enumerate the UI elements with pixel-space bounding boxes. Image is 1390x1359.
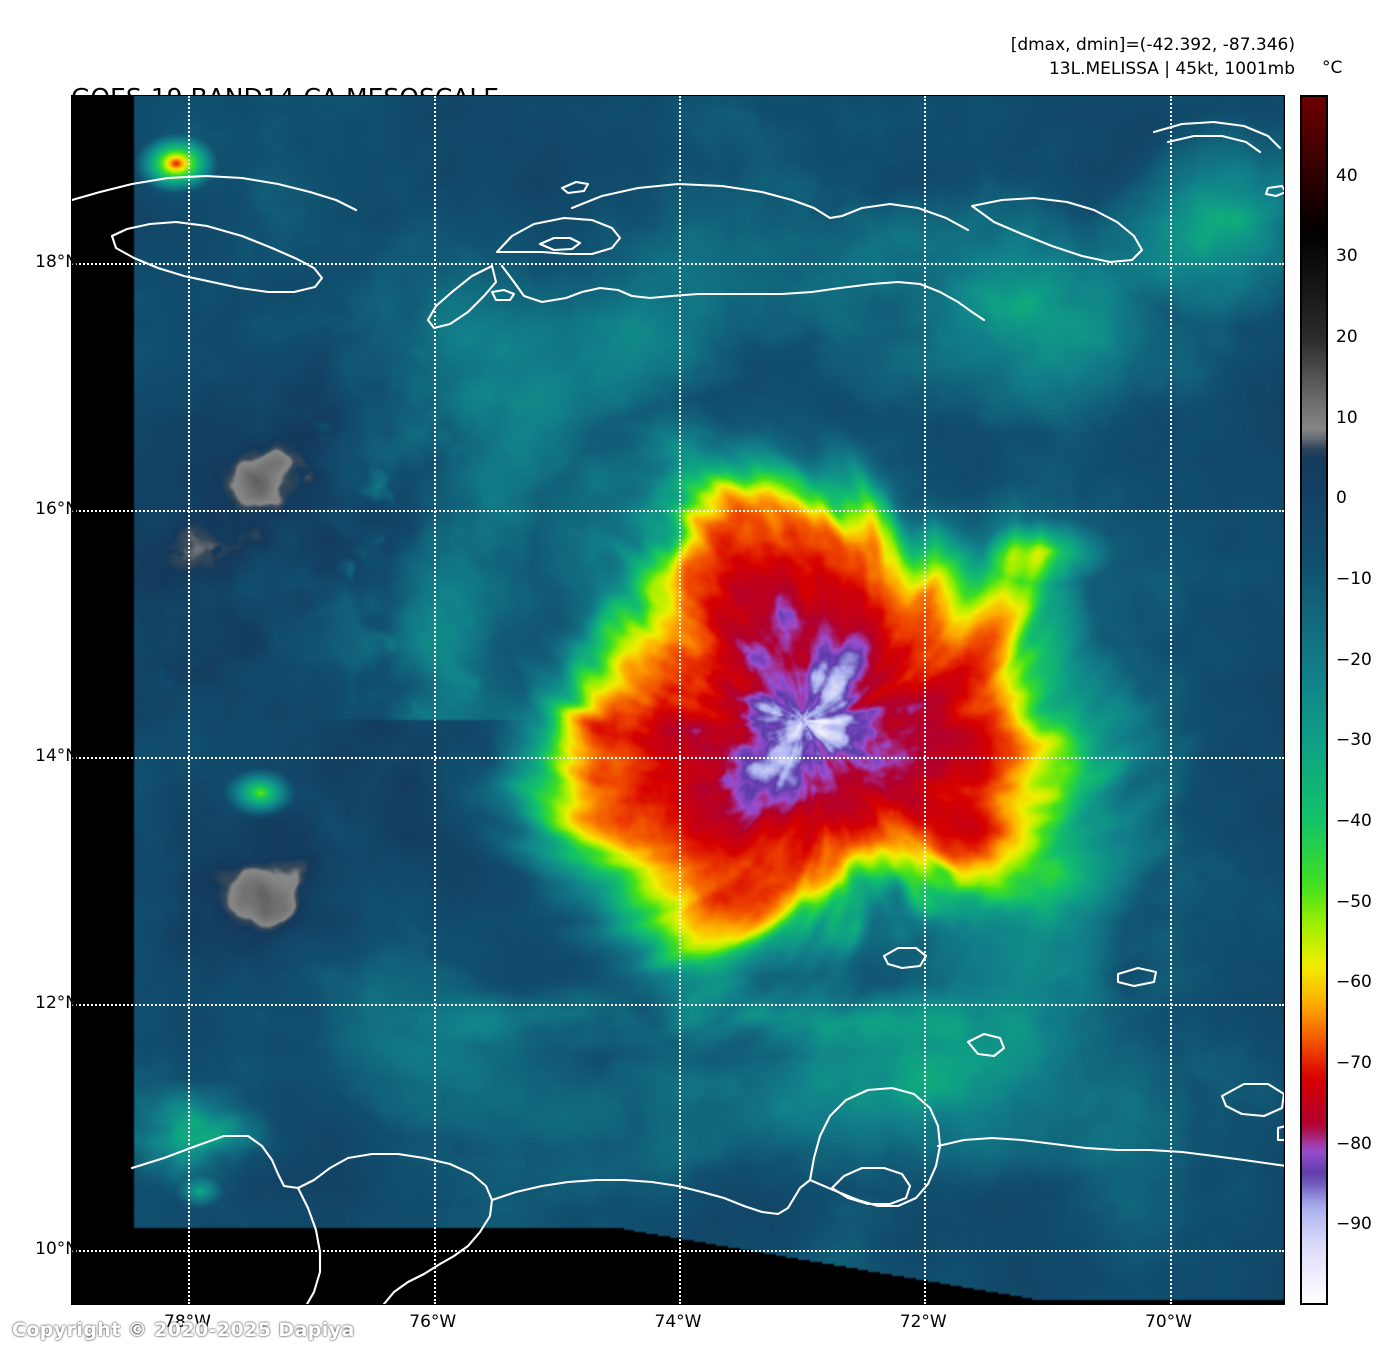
colorbar-unit-label: °C: [1322, 58, 1343, 78]
colorbar-gradient: [1302, 97, 1326, 1303]
gridline-latitude-1: [72, 509, 1284, 512]
gridline-latitude-0: [72, 262, 1284, 265]
colorbar-tick-8: −40: [1336, 811, 1372, 831]
xaxis-tick-1: 76°W: [409, 1312, 457, 1332]
colorbar-tick-7: −30: [1336, 730, 1372, 751]
gridline-latitude-3: [72, 1003, 1284, 1006]
colorbar-tick-12: −80: [1336, 1133, 1372, 1154]
data-range-label: [dmax, dmin]=(-42.392, -87.346): [1010, 35, 1295, 55]
satellite-image-plot[interactable]: [71, 95, 1285, 1305]
xaxis-tick-4: 70°W: [1145, 1312, 1192, 1332]
gridline-latitude-2: [72, 756, 1284, 759]
colorbar-tick-4: 0: [1336, 488, 1347, 509]
metadata-block: [dmax, dmin]=(-42.392, -87.346) 13L.MELI…: [1011, 33, 1295, 81]
gridline-longitude-3: [924, 96, 927, 1304]
gridline-longitude-4: [1169, 96, 1172, 1304]
colorbar-tick-5: −10: [1336, 569, 1372, 589]
infrared-brightness-temperature-raster: [72, 96, 1284, 1304]
colorbar-tick-13: −90: [1336, 1214, 1372, 1235]
colorbar-tick-11: −70: [1336, 1053, 1372, 1073]
storm-info-label: 13L.MELISSA | 45kt, 1001mb: [1048, 59, 1295, 79]
yaxis-tick-2: 14°N: [35, 745, 78, 766]
colorbar-tick-1: 30: [1336, 246, 1358, 267]
copyright-label: Copyright © 2020-2025 Dapiya: [12, 1319, 355, 1341]
gridline-longitude-1: [433, 96, 436, 1304]
xaxis-tick-2: 74°W: [654, 1312, 702, 1332]
gridline-latitude-4: [72, 1250, 1284, 1253]
coastline-overlay: [72, 120, 1284, 1304]
yaxis-tick-3: 12°N: [35, 992, 78, 1013]
colorbar-tick-6: −20: [1336, 649, 1372, 670]
gridline-longitude-2: [679, 96, 681, 1304]
colorbar-tick-2: 20: [1336, 327, 1358, 347]
temperature-colorbar[interactable]: [1300, 95, 1328, 1305]
yaxis-tick-4: 10°N: [35, 1239, 78, 1260]
colorbar-tick-3: 10: [1336, 407, 1358, 428]
colorbar-tick-0: 40: [1336, 165, 1358, 186]
colorbar-tick-9: −50: [1336, 891, 1372, 912]
gridline-longitude-0: [188, 96, 191, 1304]
colorbar-tick-10: −60: [1336, 972, 1372, 993]
yaxis-tick-1: 16°N: [35, 498, 78, 519]
xaxis-tick-0: 78°W: [164, 1312, 211, 1332]
xaxis-tick-3: 72°W: [899, 1312, 947, 1332]
yaxis-tick-0: 18°N: [35, 251, 78, 272]
